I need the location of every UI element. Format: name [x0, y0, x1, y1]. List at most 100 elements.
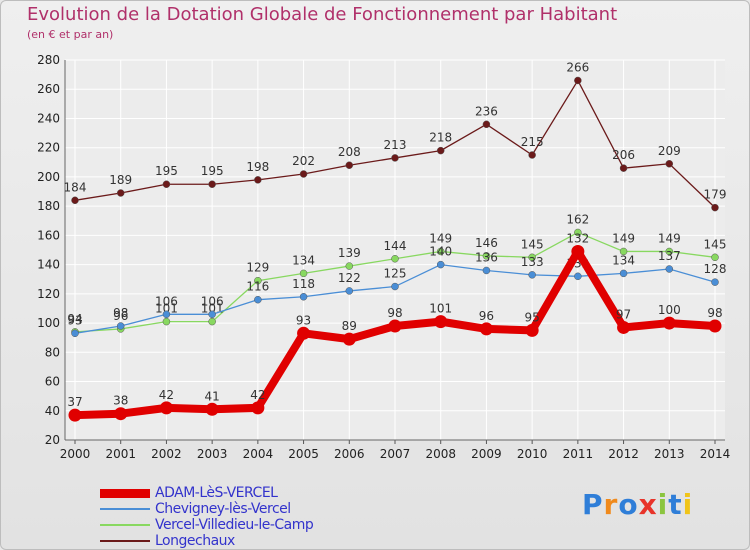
data-point-chevigney-l-s-vercel	[574, 272, 582, 281]
data-label-longechaux: 179	[704, 188, 727, 202]
data-label-chevigney-l-s-vercel: 134	[612, 253, 635, 267]
legend-label: ADAM-LèS-VERCEL	[155, 485, 278, 501]
x-tick-label: 2007	[380, 447, 411, 461]
y-tick-label: 100	[37, 316, 60, 330]
y-tick-label: 260	[37, 82, 60, 96]
y-tick-label: 160	[37, 228, 60, 242]
logo-letter: i	[682, 488, 694, 521]
legend-swatch	[100, 489, 150, 498]
data-label-longechaux: 189	[109, 173, 132, 187]
data-point-vercel-villedieu-le-camp	[619, 247, 628, 256]
data-label-longechaux: 213	[384, 138, 407, 152]
data-point-chevigney-l-s-vercel	[528, 271, 536, 279]
y-tick-label: 120	[37, 287, 60, 301]
x-tick-label: 2011	[563, 447, 594, 461]
data-label-chevigney-l-s-vercel: 140	[429, 245, 452, 259]
data-point-adam-l-s-vercel	[662, 316, 676, 330]
data-point-chevigney-l-s-vercel	[299, 293, 308, 301]
data-label-longechaux: 236	[475, 104, 498, 118]
data-point-chevigney-l-s-vercel	[665, 265, 674, 273]
data-label-longechaux: 266	[566, 60, 589, 74]
data-label-vercel-villedieu-le-camp: 145	[521, 237, 544, 251]
data-point-vercel-villedieu-le-camp	[711, 253, 719, 262]
chart-subtitle: (en € et par an)	[27, 28, 114, 41]
legend-label: Vercel-Villedieu-le-Camp	[155, 517, 314, 533]
y-tick-label: 140	[37, 258, 60, 272]
legend-label: Longechaux	[155, 533, 235, 549]
y-tick-label: 240	[37, 111, 60, 125]
data-label-adam-l-s-vercel: 41	[205, 389, 220, 403]
data-label-longechaux: 198	[246, 160, 269, 174]
data-label-vercel-villedieu-le-camp: 96	[113, 309, 128, 323]
data-label-adam-l-s-vercel: 97	[616, 307, 631, 321]
x-tick-label: 2013	[654, 447, 685, 461]
x-tick-label: 2008	[425, 447, 456, 461]
data-point-vercel-villedieu-le-camp	[665, 247, 674, 256]
x-tick-label: 2004	[243, 447, 274, 461]
data-label-vercel-villedieu-le-camp: 134	[292, 253, 315, 267]
data-label-chevigney-l-s-vercel: 122	[338, 271, 361, 285]
data-point-adam-l-s-vercel	[251, 401, 265, 415]
data-label-adam-l-s-vercel: 98	[707, 306, 722, 320]
y-tick-label: 80	[45, 345, 60, 359]
data-point-vercel-villedieu-le-camp	[391, 255, 399, 263]
data-point-longechaux	[391, 154, 399, 162]
data-label-longechaux: 215	[521, 135, 544, 149]
data-label-adam-l-s-vercel: 42	[250, 388, 265, 402]
logo-letter: i	[657, 488, 669, 521]
data-point-vercel-villedieu-le-camp	[574, 228, 582, 237]
data-point-vercel-villedieu-le-camp	[345, 262, 354, 270]
data-point-chevigney-l-s-vercel	[482, 266, 491, 275]
data-label-vercel-villedieu-le-camp: 139	[338, 246, 361, 260]
data-label-vercel-villedieu-le-camp: 149	[429, 231, 452, 245]
data-point-adam-l-s-vercel	[159, 401, 173, 415]
data-point-longechaux	[71, 196, 79, 205]
data-label-adam-l-s-vercel: 132	[566, 231, 589, 245]
y-tick-label: 20	[45, 433, 60, 447]
data-label-adam-l-s-vercel: 96	[479, 309, 494, 323]
data-label-vercel-villedieu-le-camp: 149	[612, 231, 635, 245]
x-tick-label: 2006	[334, 447, 365, 461]
x-tick-label: 2014	[700, 447, 731, 461]
data-point-vercel-villedieu-le-camp	[436, 247, 445, 256]
data-label-chevigney-l-s-vercel: 106	[155, 294, 178, 308]
proxiti-logo: Proxiti	[582, 488, 693, 521]
data-label-vercel-villedieu-le-camp: 129	[246, 261, 269, 275]
data-label-vercel-villedieu-le-camp: 94	[67, 312, 82, 326]
data-label-longechaux: 209	[658, 144, 681, 158]
data-label-vercel-villedieu-le-camp: 101	[155, 302, 178, 316]
x-tick-label: 2012	[608, 447, 639, 461]
data-label-longechaux: 202	[292, 154, 315, 168]
data-point-longechaux	[528, 151, 536, 159]
data-label-chevigney-l-s-vercel: 137	[658, 249, 681, 263]
data-point-longechaux	[162, 180, 171, 188]
x-tick-label: 2009	[471, 447, 502, 461]
data-label-adam-l-s-vercel: 38	[113, 394, 128, 408]
data-label-chevigney-l-s-vercel: 93	[67, 313, 82, 327]
data-label-vercel-villedieu-le-camp: 149	[658, 231, 681, 245]
data-point-vercel-villedieu-le-camp	[528, 253, 536, 262]
y-tick-label: 200	[37, 170, 60, 184]
data-point-longechaux	[345, 161, 354, 169]
data-point-longechaux	[574, 76, 582, 85]
y-tick-label: 220	[37, 141, 60, 155]
data-label-chevigney-l-s-vercel: 116	[246, 280, 269, 294]
data-point-adam-l-s-vercel	[114, 407, 128, 421]
data-point-longechaux	[619, 164, 628, 172]
data-point-chevigney-l-s-vercel	[619, 269, 628, 278]
data-point-adam-l-s-vercel	[388, 319, 402, 333]
data-point-chevigney-l-s-vercel	[116, 322, 125, 330]
x-tick-label: 2010	[517, 447, 548, 461]
data-label-vercel-villedieu-le-camp: 145	[704, 237, 727, 251]
data-label-adam-l-s-vercel: 101	[429, 302, 452, 316]
data-point-longechaux	[711, 203, 719, 212]
data-point-chevigney-l-s-vercel	[345, 287, 354, 295]
data-label-adam-l-s-vercel: 93	[296, 313, 311, 327]
legend-swatch	[100, 540, 150, 542]
data-point-longechaux	[436, 146, 445, 155]
data-point-adam-l-s-vercel	[479, 322, 493, 336]
data-label-adam-l-s-vercel: 37	[67, 395, 82, 409]
data-point-longechaux	[208, 180, 216, 188]
y-tick-label: 60	[45, 375, 60, 389]
